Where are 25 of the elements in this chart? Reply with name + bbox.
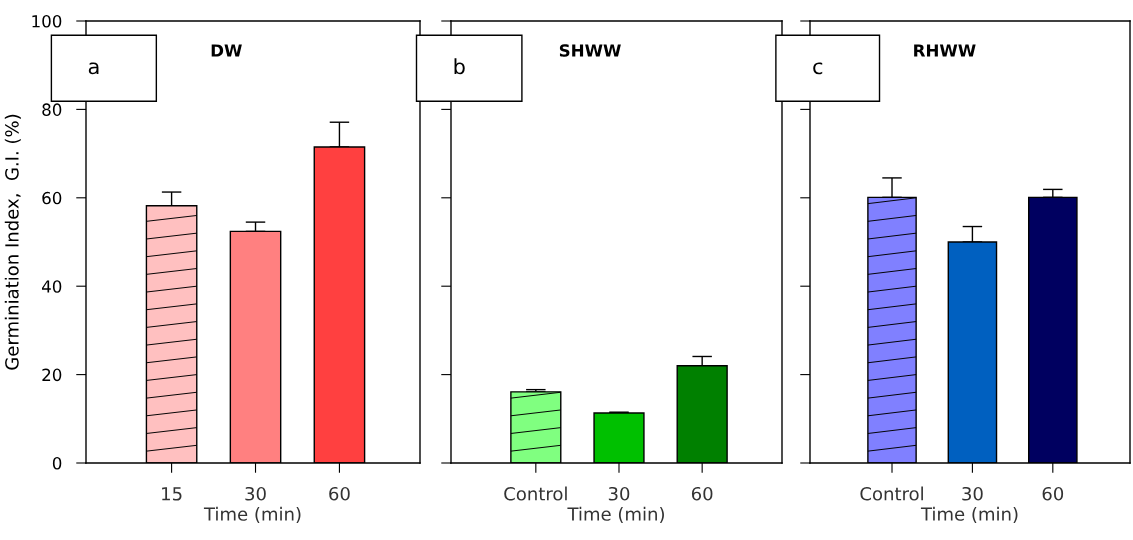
x-tick-label: 30 (245, 486, 266, 501)
y-axis-title: Germiniation Index, G.I. (%) (4, 114, 21, 370)
x-tick-label: Control (504, 486, 567, 501)
x-tick-label: 30 (962, 486, 983, 501)
x-tick-label: 15 (162, 487, 182, 501)
y-tick-label: 20 (42, 368, 62, 382)
x-axis-title: Time (min) (920, 506, 1018, 523)
x-axis-title: Time (min) (203, 506, 301, 523)
x-axis-title: Time (min) (567, 506, 664, 523)
x-tick-label: 60 (1042, 486, 1064, 501)
x-tick-label: 60 (691, 486, 713, 501)
annotation: b (454, 58, 465, 75)
text: RHWW (914, 44, 976, 57)
x-tick-label: Control (860, 486, 923, 501)
y-tick-label: 80 (42, 103, 62, 116)
x-tick-label: 60 (329, 486, 350, 501)
y-tick-label: 100 (32, 14, 62, 28)
annotation: c (813, 62, 823, 75)
x-tick-label: 30 (608, 486, 630, 501)
text: SHWW (559, 44, 621, 57)
annotation: a (88, 62, 99, 75)
y-tick-label: 0 (52, 456, 62, 470)
y-tick-label: 40 (42, 280, 62, 293)
y-tick-label: 60 (42, 191, 62, 205)
text: DW (211, 44, 242, 57)
